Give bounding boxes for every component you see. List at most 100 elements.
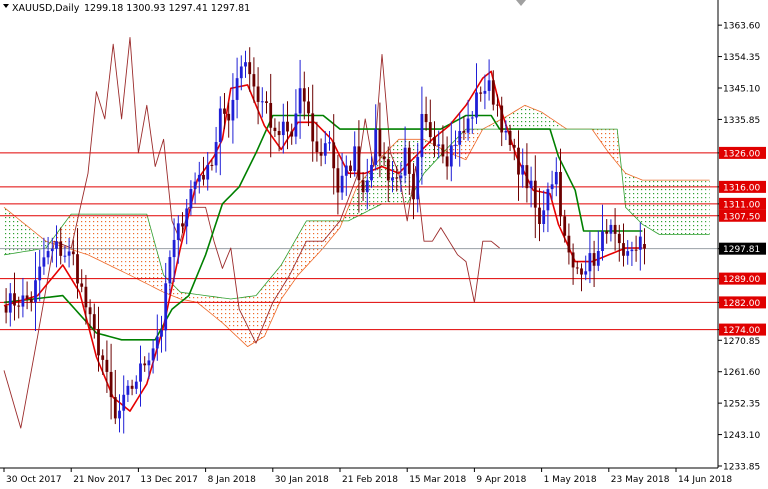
price-tick-label: 1316.00	[723, 183, 760, 193]
candle-body	[206, 164, 210, 180]
price-tick-label: 1274.00	[723, 326, 760, 336]
price-tick-label: 1261.60	[723, 368, 760, 378]
candle-body	[357, 146, 361, 181]
cloud-segment	[256, 290, 261, 342]
cloud-segment	[487, 124, 492, 130]
cloud-segment	[121, 214, 126, 274]
candle-body	[470, 117, 474, 119]
level-price-box	[719, 146, 766, 159]
candle-body	[286, 121, 289, 132]
candle-body	[571, 252, 575, 268]
candle-body	[487, 80, 491, 91]
level-price-box	[719, 197, 766, 210]
candle-body	[580, 268, 583, 275]
level-price-box	[719, 180, 766, 193]
price-tick-label: 1233.85	[723, 463, 760, 473]
cloud-segment	[176, 287, 181, 300]
price-tick-label: 1252.35	[723, 400, 760, 410]
cloud-segment	[138, 214, 143, 282]
cloud-segment	[37, 234, 42, 250]
cloud-segment	[214, 296, 219, 320]
candle-body	[592, 253, 596, 266]
cloud-segment	[293, 235, 298, 282]
candle-body	[63, 255, 67, 257]
symbol-title: XAUUSD,Daily	[12, 3, 80, 14]
candle-body	[25, 295, 29, 299]
candle-body	[218, 108, 222, 143]
candle-body	[151, 348, 155, 361]
candle-body	[252, 74, 256, 87]
cloud-segment	[613, 129, 618, 164]
candle-body	[512, 145, 516, 148]
cloud-segment	[222, 297, 227, 327]
candle-body	[38, 266, 42, 281]
price-tick-label: 1311.00	[723, 200, 760, 210]
cloud-segment	[92, 214, 97, 259]
cloud-segment	[323, 220, 328, 249]
candle-body	[563, 216, 567, 236]
cloud-segment	[520, 105, 525, 130]
cloud-segment	[83, 214, 88, 255]
cloud-segment	[226, 298, 231, 331]
candle-body	[567, 235, 571, 253]
dropdown-triangle-icon[interactable]	[3, 4, 9, 8]
candle-body	[538, 207, 541, 224]
cloud-segment	[130, 214, 135, 278]
candle-body	[630, 249, 634, 252]
level-price-box	[719, 323, 766, 336]
cloud-segment	[306, 220, 311, 267]
candle-body	[323, 143, 327, 156]
cloud-segment	[134, 214, 139, 280]
cloud-segment	[247, 296, 252, 347]
candle-body	[130, 385, 134, 389]
price-tick-label: 1354.35	[723, 53, 760, 63]
cloud-segment	[659, 180, 664, 235]
scroll-shift-marker-icon[interactable]	[516, 0, 526, 6]
cloud-segment	[100, 214, 105, 263]
candle-body	[462, 130, 466, 133]
cloud-segment	[537, 110, 542, 130]
time-tick-label: 23 May 2018	[611, 475, 670, 485]
cloud-segment	[382, 152, 387, 204]
cloud-segment	[268, 275, 273, 328]
candle-body	[449, 145, 453, 167]
candle-body	[50, 248, 54, 252]
candle-body	[164, 283, 168, 331]
time-tick-label: 30 Oct 2017	[6, 475, 62, 485]
time-tick-label: 9 Apr 2018	[476, 475, 526, 485]
candle-body	[613, 224, 617, 234]
candle-body	[8, 293, 12, 313]
candle-body	[147, 360, 151, 366]
candle-body	[500, 105, 504, 133]
candle-body	[17, 305, 21, 307]
candle-body	[596, 251, 600, 266]
candle-body	[374, 129, 378, 165]
candle-body	[139, 363, 142, 382]
candle-body	[491, 80, 495, 105]
cloud-segment	[650, 180, 655, 232]
candle-body	[428, 122, 432, 138]
candle-body	[504, 130, 508, 133]
cloud-segment	[655, 180, 660, 235]
candle-body	[315, 141, 319, 153]
cloud-segment	[188, 293, 193, 302]
candle-body	[13, 293, 16, 306]
candle-body	[525, 165, 529, 189]
price-tick-label: 1335.85	[723, 116, 760, 126]
candle-body	[269, 103, 273, 128]
cloud-segment	[327, 220, 332, 243]
cloud-segment	[125, 214, 130, 276]
candle-body	[202, 174, 205, 180]
candle-body	[609, 224, 613, 234]
cloud-segment	[373, 161, 378, 209]
cloud-segment	[12, 214, 17, 254]
cloud-segment	[8, 210, 13, 255]
cloud-segment	[625, 173, 630, 212]
cloud-segment	[701, 180, 706, 235]
cloud-segment	[688, 180, 693, 235]
candle-body	[80, 283, 84, 287]
candle-body	[298, 88, 302, 114]
cloud-segment	[109, 214, 114, 268]
